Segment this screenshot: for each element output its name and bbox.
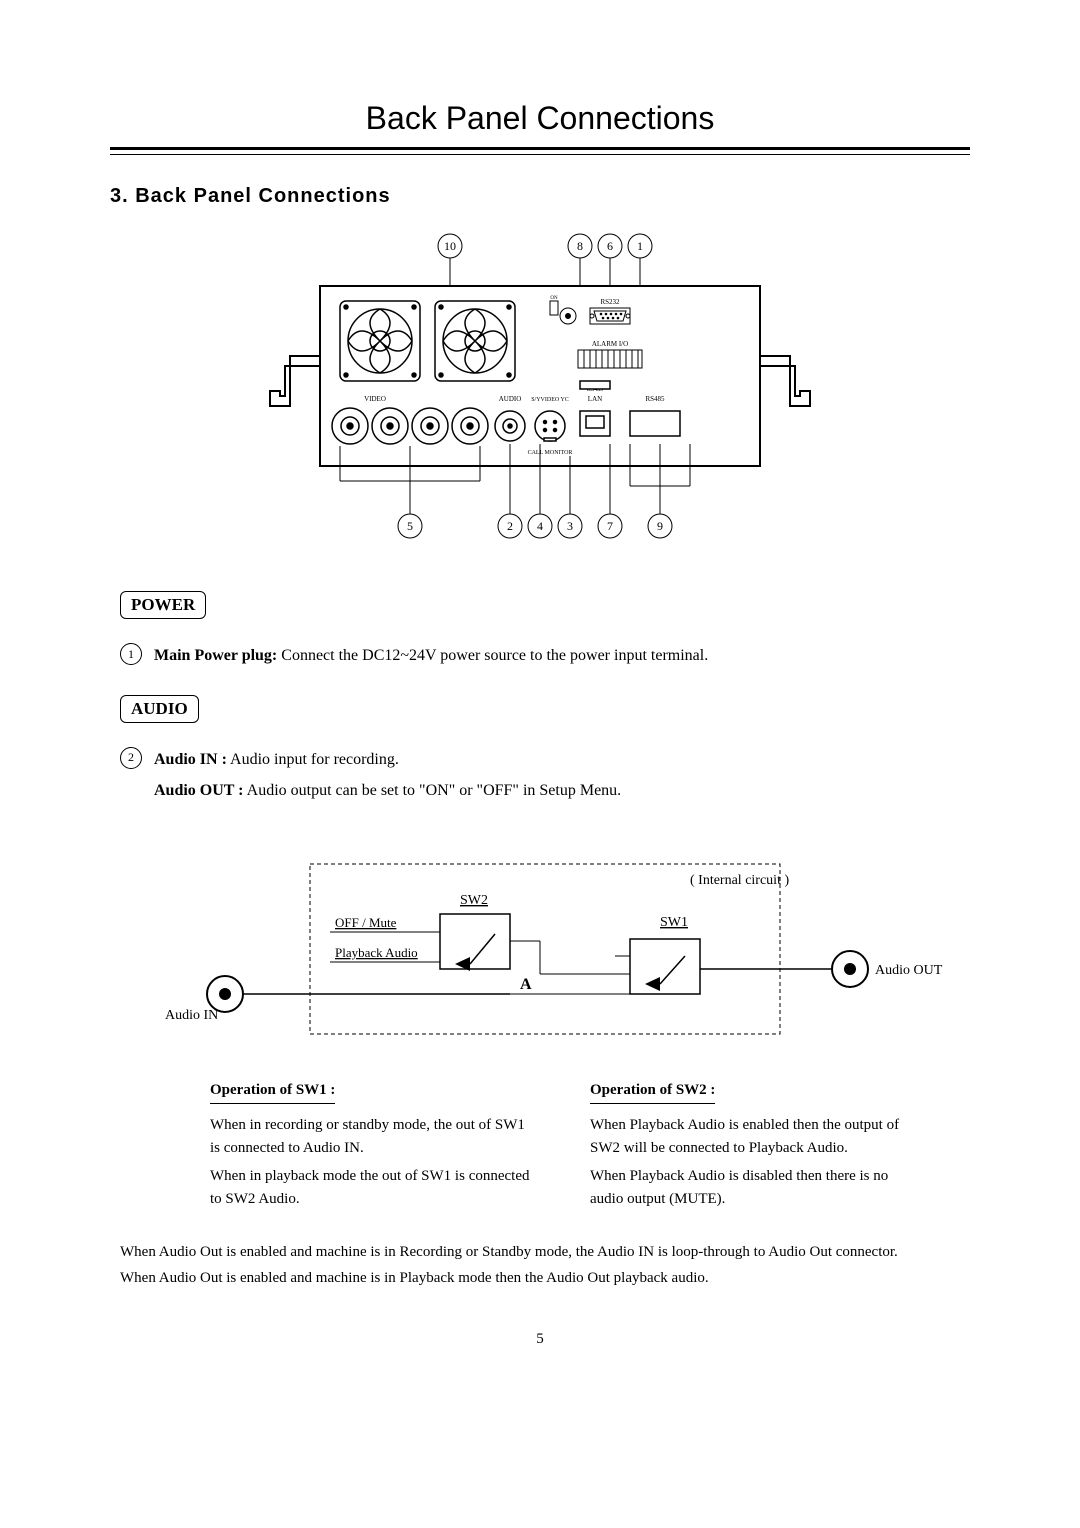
main-title: Back Panel Connections [110,100,970,137]
callout-6: 6 [607,239,613,253]
divider-thin [110,154,970,155]
power-tag: POWER [120,591,206,619]
off-mute-label: OFF / Mute [335,915,397,930]
back-panel-diagram: 10 8 6 1 [110,226,970,561]
power-text: Main Power plug: Connect the DC12~24V po… [154,643,970,669]
sw2-p1: When Playback Audio is enabled then the … [590,1114,910,1159]
footer-p2: When Audio Out is enabled and machine is… [120,1266,960,1292]
callout-3: 3 [567,519,573,533]
callout-2: 2 [507,519,513,533]
sw1-p1: When in recording or standby mode, the o… [210,1114,530,1159]
circuit-svg: ( Internal circuit ) Audio IN SW2 OFF / … [130,844,950,1054]
callout-4: 4 [537,519,543,533]
power-desc: Connect the DC12~24V power source to the… [277,647,708,664]
power-label: Main Power plug: [154,647,277,664]
sw1-head: Operation of SW1 : [210,1079,335,1105]
page-container: Back Panel Connections 3. Back Panel Con… [0,0,1080,1408]
sw1-p2: When in playback mode the out of SW1 is … [210,1165,530,1210]
playback-label: Playback Audio [335,945,418,960]
callout-10: 10 [444,239,456,253]
audio-out-item: Audio OUT : Audio output can be set to "… [154,778,970,804]
footer-p1: When Audio Out is enabled and machine is… [120,1240,960,1266]
divider-thick [110,147,970,150]
audio-in-text: Audio IN : Audio input for recording. [154,747,970,773]
callout-8: 8 [577,239,583,253]
svg-text:ALARM I/O: ALARM I/O [592,340,628,348]
svg-text:CALL MONITOR: CALL MONITOR [528,450,573,456]
callout-5: 5 [407,519,413,533]
audio-tag: AUDIO [120,695,199,723]
audio-in-label-svg: Audio IN [165,1008,218,1023]
audio-out-label: Audio OUT : [154,782,244,799]
power-item: 1 Main Power plug: Connect the DC12~24V … [120,643,970,669]
audio-out-desc: Audio output can be set to "ON" or "OFF"… [244,782,622,799]
sw1-label: SW1 [660,915,688,930]
callout-9: 9 [657,519,663,533]
svg-text:LAN: LAN [588,395,602,403]
sw2-p2: When Playback Audio is disabled then the… [590,1165,910,1210]
power-num: 1 [120,643,142,665]
audio-num: 2 [120,747,142,769]
operation-columns: Operation of SW1 : When in recording or … [210,1079,910,1211]
audio-out-label-svg: Audio OUT [875,963,943,978]
audio-in-label: Audio IN : [154,751,227,768]
svg-text:AUDIO: AUDIO [499,395,522,403]
footer-text: When Audio Out is enabled and machine is… [120,1240,960,1291]
audio-in-desc: Audio input for recording. [227,751,399,768]
svg-text:ON: ON [550,296,558,301]
page-number: 5 [110,1331,970,1348]
svg-text:RS232: RS232 [600,298,620,306]
sw2-column: Operation of SW2 : When Playback Audio i… [590,1079,910,1211]
a-label: A [520,976,532,993]
svg-text:VIDEO: VIDEO [364,395,386,403]
circuit-diagram: ( Internal circuit ) Audio IN SW2 OFF / … [110,844,970,1059]
callout-7: 7 [607,519,613,533]
sw1-column: Operation of SW1 : When in recording or … [210,1079,530,1211]
section-title: 3. Back Panel Connections [110,185,970,208]
sw2-head: Operation of SW2 : [590,1079,715,1105]
callout-1: 1 [637,239,643,253]
panel-svg: 10 8 6 1 [260,226,820,556]
svg-text:RS485: RS485 [645,395,665,403]
svg-text:S/YVIDEO YC: S/YVIDEO YC [531,397,569,403]
internal-label: ( Internal circuit ) [690,873,789,888]
audio-in-item: 2 Audio IN : Audio input for recording. [120,747,970,773]
sw2-label: SW2 [460,893,488,908]
